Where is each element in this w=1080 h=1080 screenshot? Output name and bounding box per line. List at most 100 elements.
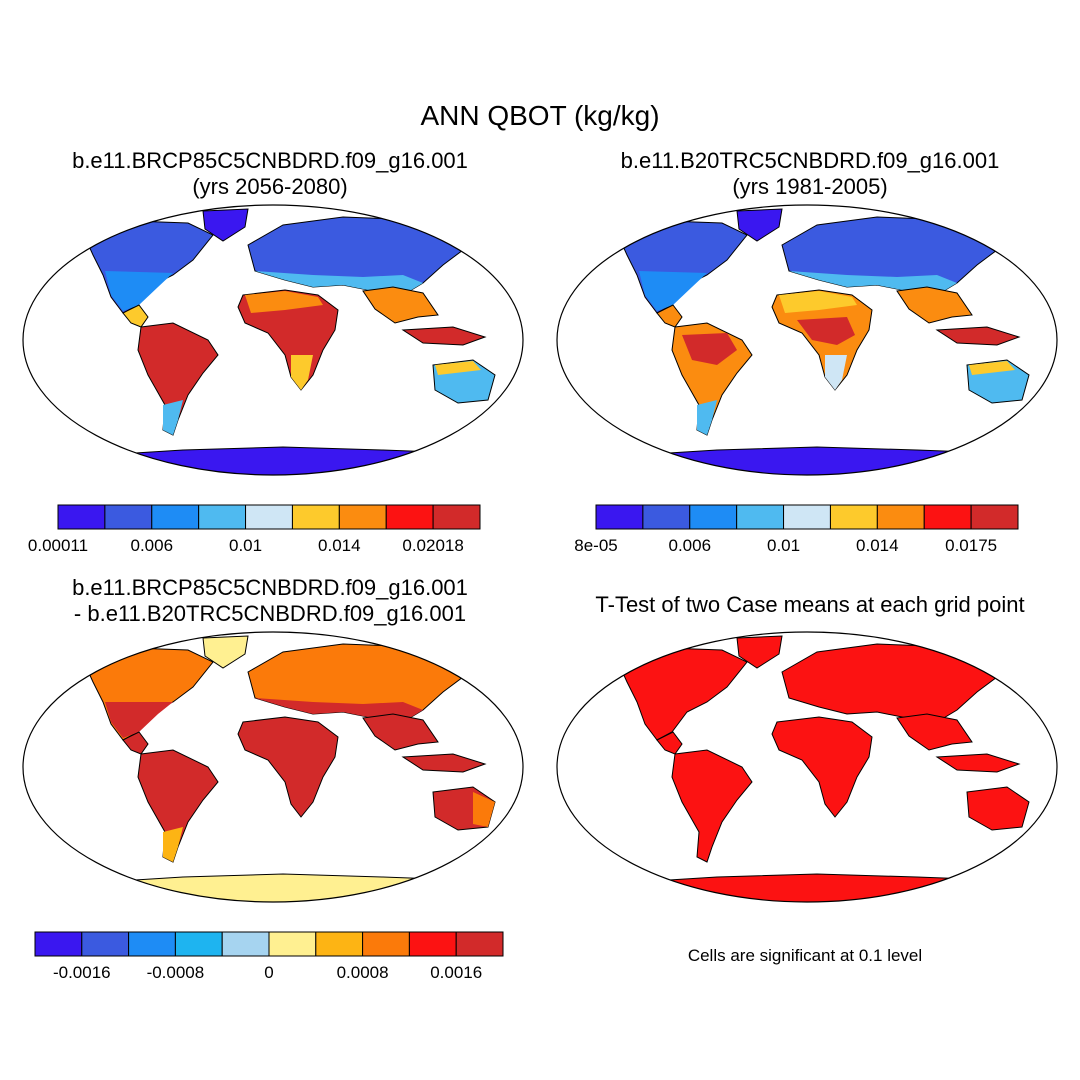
colorbar-swatch [642,504,691,530]
map-panel-diff [22,631,524,903]
colorbar-swatch [970,504,1019,530]
south-america-south [697,400,717,435]
colorbar-tick-label: 0.0016 [430,963,482,982]
southern-africa [825,355,847,390]
greenland [202,635,249,669]
north-america [616,647,748,741]
colorbar-swatch [362,931,410,957]
southern-africa [291,355,313,390]
panel-title-line1: b.e11.BRCP85C5CNBDRD.f09_g16.001 [72,148,468,173]
colorbar-swatch [245,504,293,530]
significance-note: Cells are significant at 0.1 level [687,946,923,965]
panel-title-line2: (yrs 1981-2005) [732,174,888,199]
colorbar-swatch [595,504,644,530]
colorbar-swatch [198,504,247,530]
colorbar-swatch [151,504,200,530]
greenland [736,208,783,242]
panel-title-line1: b.e11.BRCP85C5CNBDRD.f09_g16.001 [72,575,468,600]
colorbar-swatch [689,504,738,530]
main-title: ANN QBOT (kg/kg) [420,100,660,131]
colorbar-tick-label: 0.0175 [945,536,997,555]
south-america-south [163,827,183,862]
panel-title-line1: b.e11.B20TRC5CNBDRD.f09_g16.001 [620,148,1000,173]
colorbar-swatch [221,931,270,957]
colorbar-tick-label: -0.0016 [53,963,111,982]
colorbar-swatch [829,504,878,530]
europe-asia [781,643,1008,723]
colorbar-swatch [385,504,434,530]
panel-title-case2: b.e11.B20TRC5CNBDRD.f09_g16.001 (yrs 198… [560,148,1060,200]
usa-band [105,271,173,311]
sahara [245,291,323,313]
colorbar-tick-label: 0.0008 [337,963,389,982]
indonesia [935,753,1021,773]
colorbar-tick-label: 8e-05 [574,536,617,555]
colorbar-swatch [923,504,972,530]
colorbar-swatch [34,931,83,957]
amazon [682,333,737,365]
india-seasia [362,713,439,751]
australia-north [969,361,1015,375]
colorbar-swatch [338,504,387,530]
colorbar-swatch [128,931,176,957]
colorbar-tick-label: 0.014 [856,536,899,555]
colorbar-tick-label: 0.01 [229,536,262,555]
greenland [202,208,249,242]
south-america-south [163,400,183,435]
colorbar-swatch [81,931,130,957]
colorbar-tick-label: 0.00011 [28,536,88,555]
africa [237,716,339,818]
colorbar-tick-label: 0 [264,963,273,982]
central-america [656,304,683,328]
colorbar-tick-label: 0.02018 [402,536,463,555]
panel-title-case1: b.e11.BRCP85C5CNBDRD.f09_g16.001 (yrs 20… [20,148,520,200]
south-america [671,749,753,863]
colorbar-swatch [104,504,153,530]
central-africa [797,317,855,345]
map-panel-case1 [22,204,524,476]
australia-east [473,792,495,827]
central-america [122,304,149,328]
colorbar-tick-label: 0.006 [131,536,174,555]
central-america [122,731,149,755]
greenland [736,635,783,669]
colorbar-tick-label: 0.01 [767,536,800,555]
continents [557,635,1057,902]
colorbar-case2: 8e-05 0.006 0.01 0.014 0.0175 [574,504,1019,555]
africa [237,289,339,391]
panel-title-ttest: T-Test of two Case means at each grid po… [555,592,1065,618]
colorbar-swatch [736,504,785,530]
india-seasia [896,713,973,751]
colorbar-swatch [291,504,340,530]
sahara [779,291,857,313]
australia [966,786,1030,831]
africa [771,716,873,818]
colorbar-swatch [876,504,925,530]
colorbar-swatch [783,504,831,530]
panel-title-line2: (yrs 2056-2080) [192,174,348,199]
panel-title-diff: b.e11.BRCP85C5CNBDRD.f09_g16.001 - b.e11… [20,575,520,627]
continents [23,208,523,475]
indonesia [935,326,1021,346]
colorbar-tick-label: 0.014 [318,536,361,555]
indonesia [401,753,487,773]
colorbar-swatch [57,504,106,530]
colorbar-swatch [268,931,317,957]
usa-band [639,271,707,311]
colorbar-swatch [174,931,223,957]
colorbar-case1: 0.00011 0.006 0.01 0.014 0.02018 [28,504,481,555]
usa-band [105,702,173,738]
map-panel-case2 [556,204,1058,476]
colorbar-tick-label: -0.0008 [147,963,205,982]
colorbar-tick-label: 0.006 [669,536,712,555]
colorbar-swatch [432,504,481,530]
panel-title-line1: T-Test of two Case means at each grid po… [595,592,1025,617]
australia-north [435,361,481,375]
colorbar-swatch [408,931,457,957]
central-america [656,731,683,755]
colorbar-diff: -0.0016 -0.0008 0 0.0008 0.0016 [34,931,504,982]
india-seasia [362,286,439,324]
colorbar-swatch [455,931,504,957]
india-seasia [896,286,973,324]
